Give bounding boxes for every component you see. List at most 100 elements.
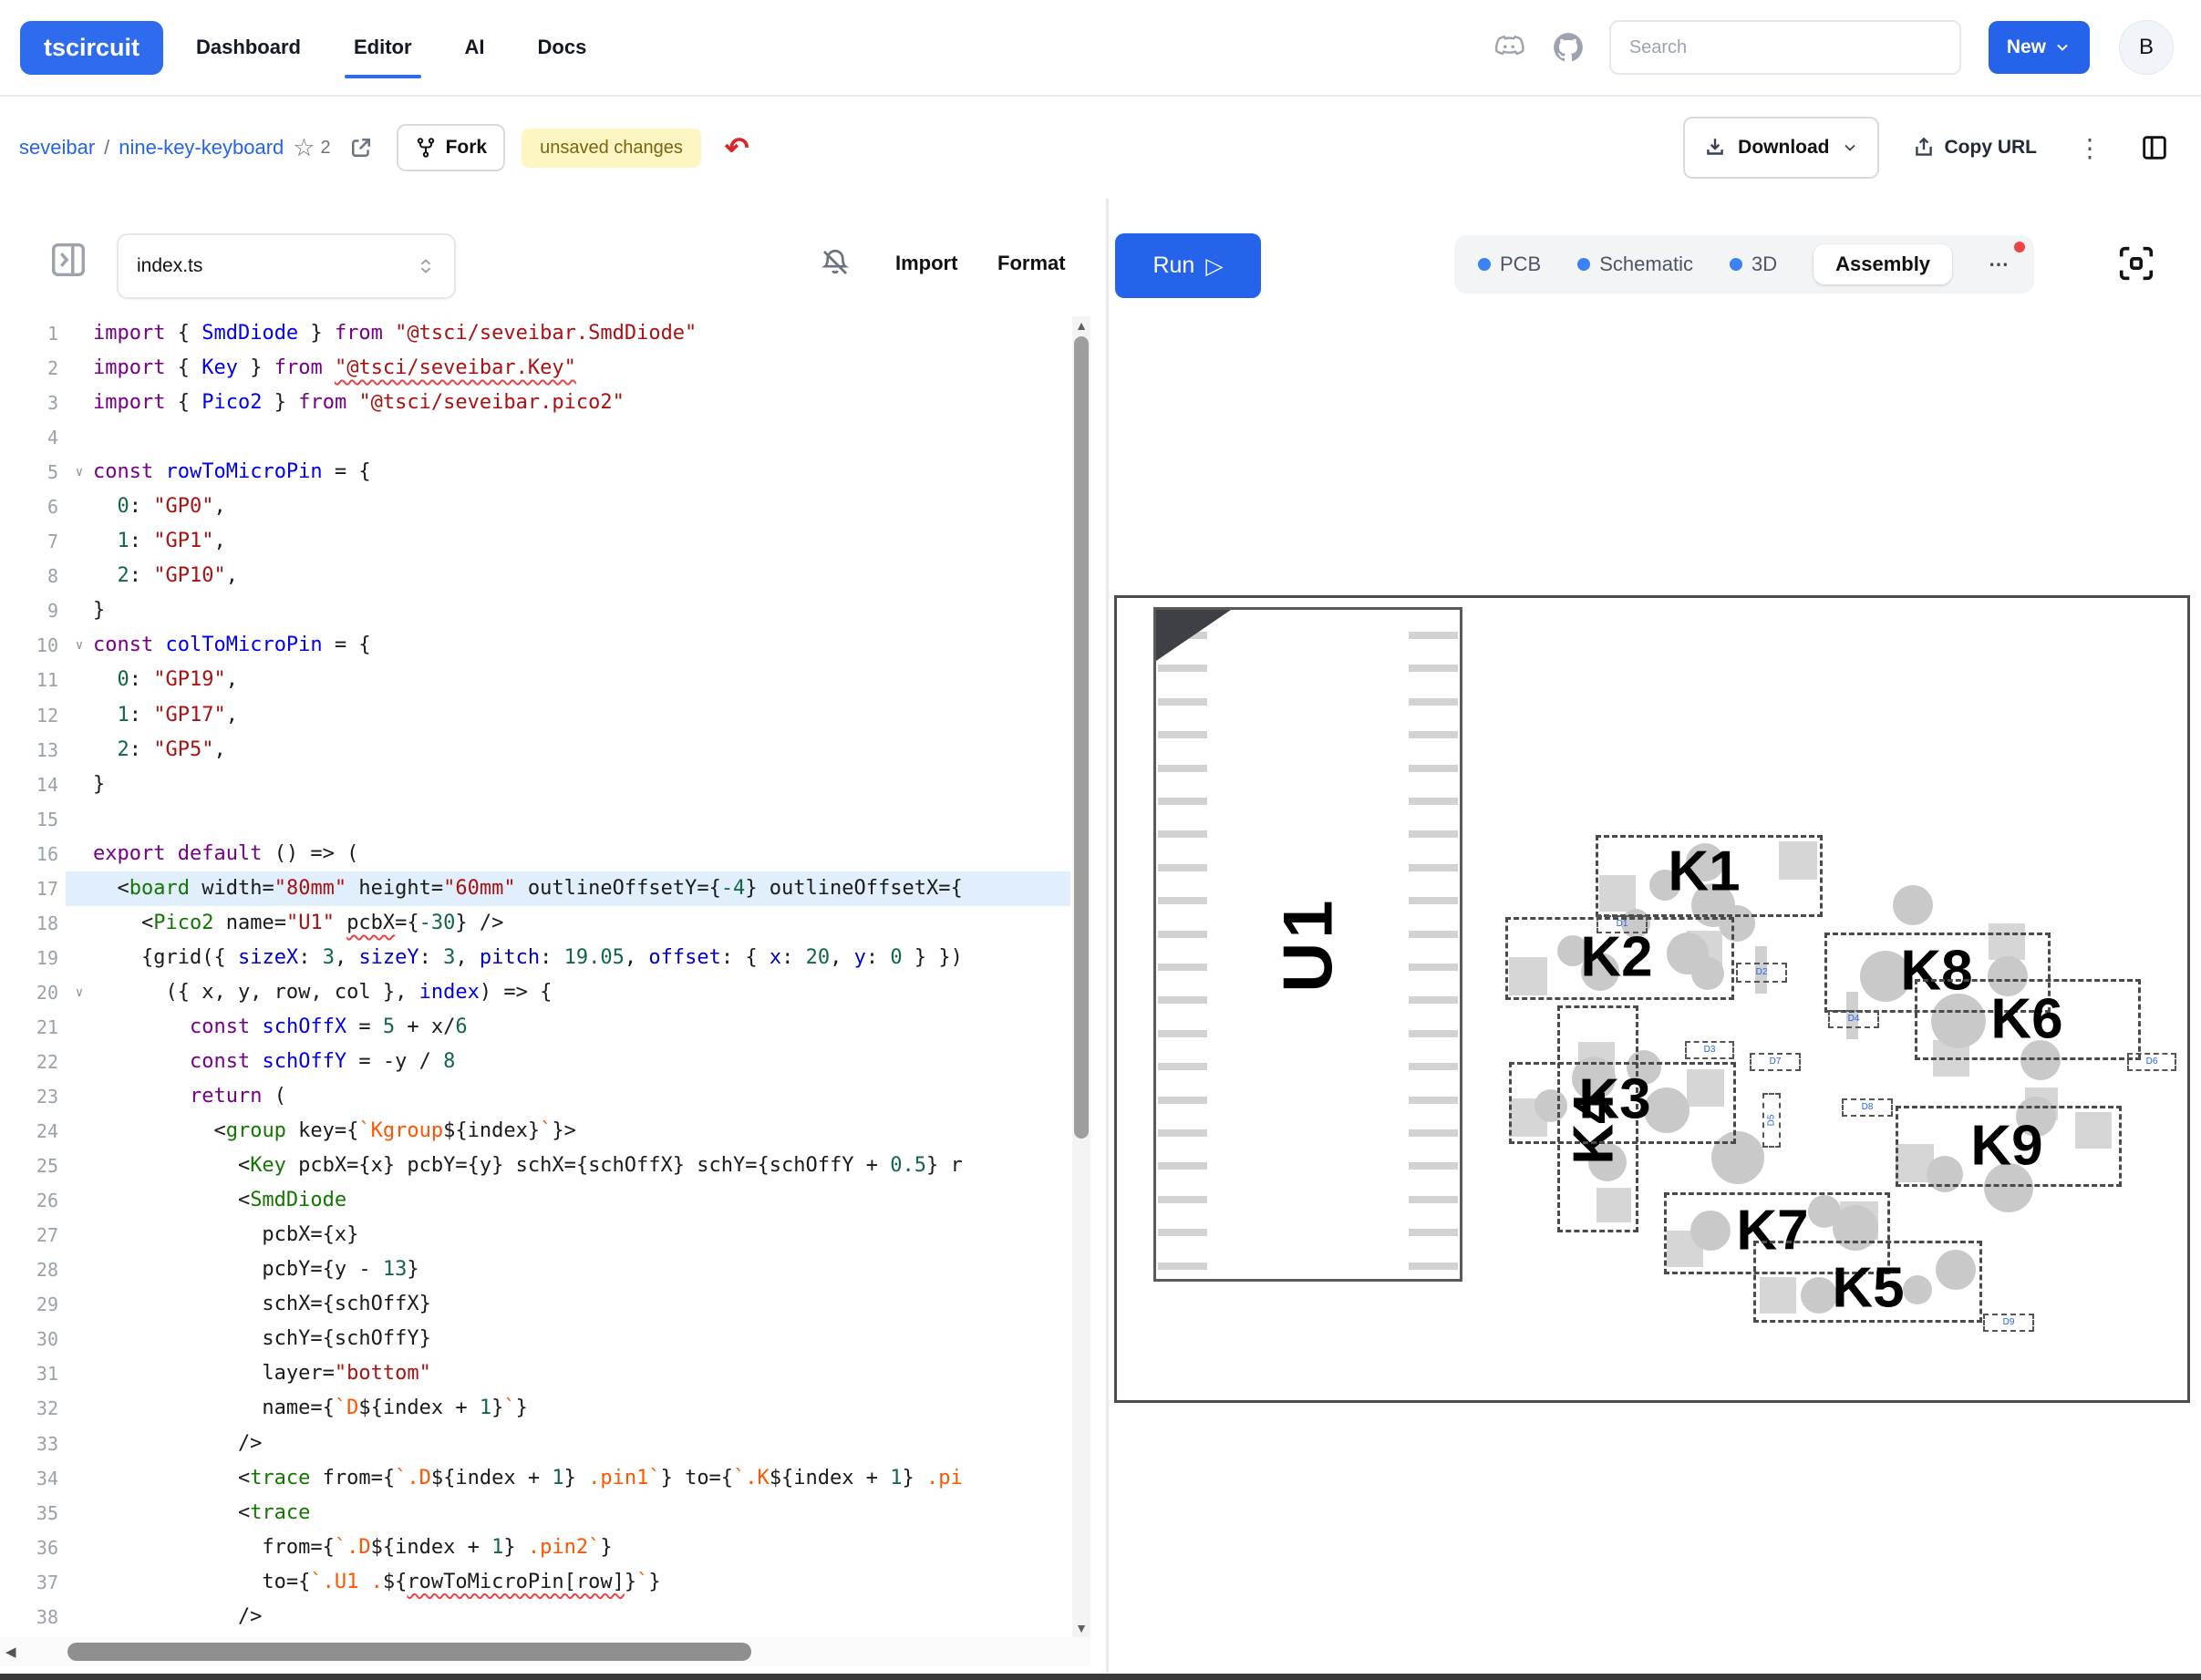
panel-divider[interactable] xyxy=(1106,199,1109,1673)
view-tab-assembly[interactable]: Assembly xyxy=(1814,244,1953,284)
fold-chevron-icon[interactable]: ∨ xyxy=(75,984,84,1000)
diode-footprint-d1[interactable]: D1 xyxy=(1596,915,1648,933)
code-line[interactable]: 1 import { SmdDiode } from "@tsci/seveiba… xyxy=(0,316,1070,351)
code-line[interactable]: 32 name={`D${index + 1}`} xyxy=(0,1391,1070,1426)
code-line[interactable]: 38 /> xyxy=(0,1600,1070,1634)
code-line[interactable]: 7 1: "GP1", xyxy=(0,524,1070,559)
code-line[interactable]: 31 layer="bottom" xyxy=(0,1356,1070,1391)
code-line[interactable]: 2 import { Key } from "@tsci/seveibar.Key… xyxy=(0,351,1070,386)
chip-u1[interactable]: U1 xyxy=(1153,607,1462,1282)
code-line[interactable]: 37 to={`.U1 .${rowToMicroPin[row]}`} xyxy=(0,1565,1070,1600)
key-footprint-k7[interactable] xyxy=(1664,1192,1890,1274)
fold-chevron-icon[interactable]: ∨ xyxy=(75,465,84,480)
code-line[interactable]: 15 xyxy=(0,802,1070,837)
code-line[interactable]: 25 <Key pcbX={x} pcbY={y} schX={schOffX}… xyxy=(0,1149,1070,1183)
code-line[interactable]: 23 return ( xyxy=(0,1079,1070,1114)
key-footprint-k1[interactable] xyxy=(1596,835,1823,917)
github-icon[interactable] xyxy=(1551,30,1586,65)
import-button[interactable]: Import xyxy=(895,252,958,274)
nav-tab-editor[interactable]: Editor xyxy=(344,0,421,95)
code-line[interactable]: 13 2: "GP5", xyxy=(0,733,1070,768)
run-button[interactable]: Run ▷ xyxy=(1115,233,1261,298)
code-line[interactable]: 4 xyxy=(0,420,1070,455)
code-line[interactable]: 11 0: "GP19", xyxy=(0,663,1070,697)
key-footprint-k9[interactable] xyxy=(1896,1106,2122,1187)
search-input[interactable] xyxy=(1627,36,1943,59)
code-line[interactable]: 29 schX={schOffX} xyxy=(0,1287,1070,1322)
scroll-left-icon[interactable]: ◀ xyxy=(5,1644,16,1660)
key-footprint-k2[interactable] xyxy=(1505,917,1734,1000)
code-line[interactable]: 3 import { Pico2 } from "@tsci/seveibar.p… xyxy=(0,386,1070,420)
code-line[interactable]: 20 ∨ ({ x, y, row, col }, index) => { xyxy=(0,975,1070,1010)
code-line[interactable]: 21 const schOffX = 5 + x/6 xyxy=(0,1010,1070,1045)
editor-horizontal-scrollbar[interactable]: ◀ xyxy=(0,1637,1090,1666)
copy-url-button[interactable]: Copy URL xyxy=(1912,136,2037,160)
code-line[interactable]: 6 0: "GP0", xyxy=(0,490,1070,524)
tscircuit-logo[interactable]: tscircuit xyxy=(20,20,164,75)
code-line[interactable]: 9} xyxy=(0,593,1070,628)
code-line[interactable]: 28 pcbY={y - 13} xyxy=(0,1252,1070,1287)
sidebar-expand-icon[interactable] xyxy=(47,239,89,281)
scroll-down-icon[interactable]: ▼ xyxy=(1075,1621,1088,1635)
code-line[interactable]: 36 from={`.D${index + 1} .pin2`} xyxy=(0,1531,1070,1565)
diode-footprint-d7[interactable]: D7 xyxy=(1750,1053,1801,1071)
diode-footprint-d5[interactable]: D5 xyxy=(1762,1093,1781,1148)
new-button[interactable]: New xyxy=(1988,21,2090,74)
key-footprint-k3[interactable] xyxy=(1509,1062,1736,1144)
code-line[interactable]: 19 {grid({ sizeX: 3, sizeY: 3, pitch: 19… xyxy=(0,941,1070,975)
code-line[interactable]: 35 <trace xyxy=(0,1496,1070,1531)
view-tab-3d[interactable]: 3D xyxy=(1729,253,1777,276)
undo-icon[interactable]: ↶ xyxy=(724,131,749,164)
code-line[interactable]: 12 1: "GP17", xyxy=(0,698,1070,733)
code-line[interactable]: 27 pcbX={x} xyxy=(0,1218,1070,1252)
view-tab-more[interactable]: ⋯ xyxy=(1989,242,2026,276)
view-tab-pcb[interactable]: PCB xyxy=(1478,253,1541,276)
breadcrumb-owner-link[interactable]: seveibar xyxy=(19,136,96,159)
code-line[interactable]: 30 schY={schOffY} xyxy=(0,1322,1070,1356)
key-footprint-k8[interactable] xyxy=(1824,933,2051,1013)
code-line[interactable]: 24 <group key={`Kgroup${index}`}> xyxy=(0,1114,1070,1149)
key-footprint-k6[interactable] xyxy=(1915,979,2141,1060)
format-button[interactable]: Format xyxy=(997,252,1066,274)
nav-tab-ai[interactable]: AI xyxy=(465,0,485,95)
panel-layout-icon[interactable] xyxy=(2139,132,2170,163)
external-link-icon[interactable] xyxy=(347,134,375,161)
nav-tab-dashboard[interactable]: Dashboard xyxy=(196,0,301,95)
diode-footprint-d3[interactable]: D3 xyxy=(1685,1041,1734,1059)
file-select[interactable]: index.ts xyxy=(117,233,456,299)
code-line[interactable]: 33 /> xyxy=(0,1427,1070,1461)
code-line[interactable]: 17 <board width="80mm" height="60mm" out… xyxy=(0,871,1070,906)
editor-vertical-scrollbar[interactable]: ▲ ▼ xyxy=(1072,316,1090,1637)
vertical-scroll-thumb[interactable] xyxy=(1074,336,1089,1139)
scroll-up-icon[interactable]: ▲ xyxy=(1075,318,1088,333)
code-line[interactable]: 22 const schOffY = -y / 8 xyxy=(0,1045,1070,1079)
diode-footprint-d6[interactable]: D6 xyxy=(2127,1053,2176,1071)
diode-footprint-d8[interactable]: D8 xyxy=(1842,1098,1893,1117)
star-control[interactable]: ☆ 2 xyxy=(293,135,330,160)
code-line[interactable]: 8 2: "GP10", xyxy=(0,559,1070,593)
diode-footprint-d4[interactable]: D4 xyxy=(1828,1010,1879,1028)
avatar[interactable]: B xyxy=(2119,20,2174,75)
key-footprint-k4[interactable] xyxy=(1557,1005,1638,1232)
diode-footprint-d2[interactable]: D2 xyxy=(1736,963,1787,983)
code-line[interactable]: 16 export default () => ( xyxy=(0,837,1070,871)
fork-button[interactable]: Fork xyxy=(396,124,506,171)
code-area[interactable]: 1 import { SmdDiode } from "@tsci/seveiba… xyxy=(0,316,1070,1635)
download-button[interactable]: Download xyxy=(1683,117,1879,179)
code-line[interactable]: 34 <trace from={`.D${index + 1} .pin1`} … xyxy=(0,1461,1070,1496)
key-footprint-k5[interactable] xyxy=(1753,1241,1982,1323)
code-line[interactable]: 14} xyxy=(0,768,1070,802)
nav-tab-docs[interactable]: Docs xyxy=(538,0,587,95)
code-line[interactable]: 26 <SmdDiode xyxy=(0,1183,1070,1218)
notifications-off-icon[interactable] xyxy=(819,246,852,279)
fold-chevron-icon[interactable]: ∨ xyxy=(75,638,84,654)
diode-footprint-d9[interactable]: D9 xyxy=(1983,1314,2034,1332)
kebab-menu-icon[interactable]: ⋮ xyxy=(2077,133,2103,162)
fullscreen-icon[interactable] xyxy=(2115,242,2157,284)
discord-icon[interactable] xyxy=(1493,31,1525,64)
breadcrumb-repo-link[interactable]: nine-key-keyboard xyxy=(119,136,284,159)
horizontal-scroll-thumb[interactable] xyxy=(67,1643,751,1661)
view-tab-schematic[interactable]: Schematic xyxy=(1577,253,1693,276)
code-line[interactable]: 10 ∨ const colToMicroPin = { xyxy=(0,628,1070,663)
code-line[interactable]: 18 <Pico2 name="U1" pcbX={-30} /> xyxy=(0,906,1070,941)
